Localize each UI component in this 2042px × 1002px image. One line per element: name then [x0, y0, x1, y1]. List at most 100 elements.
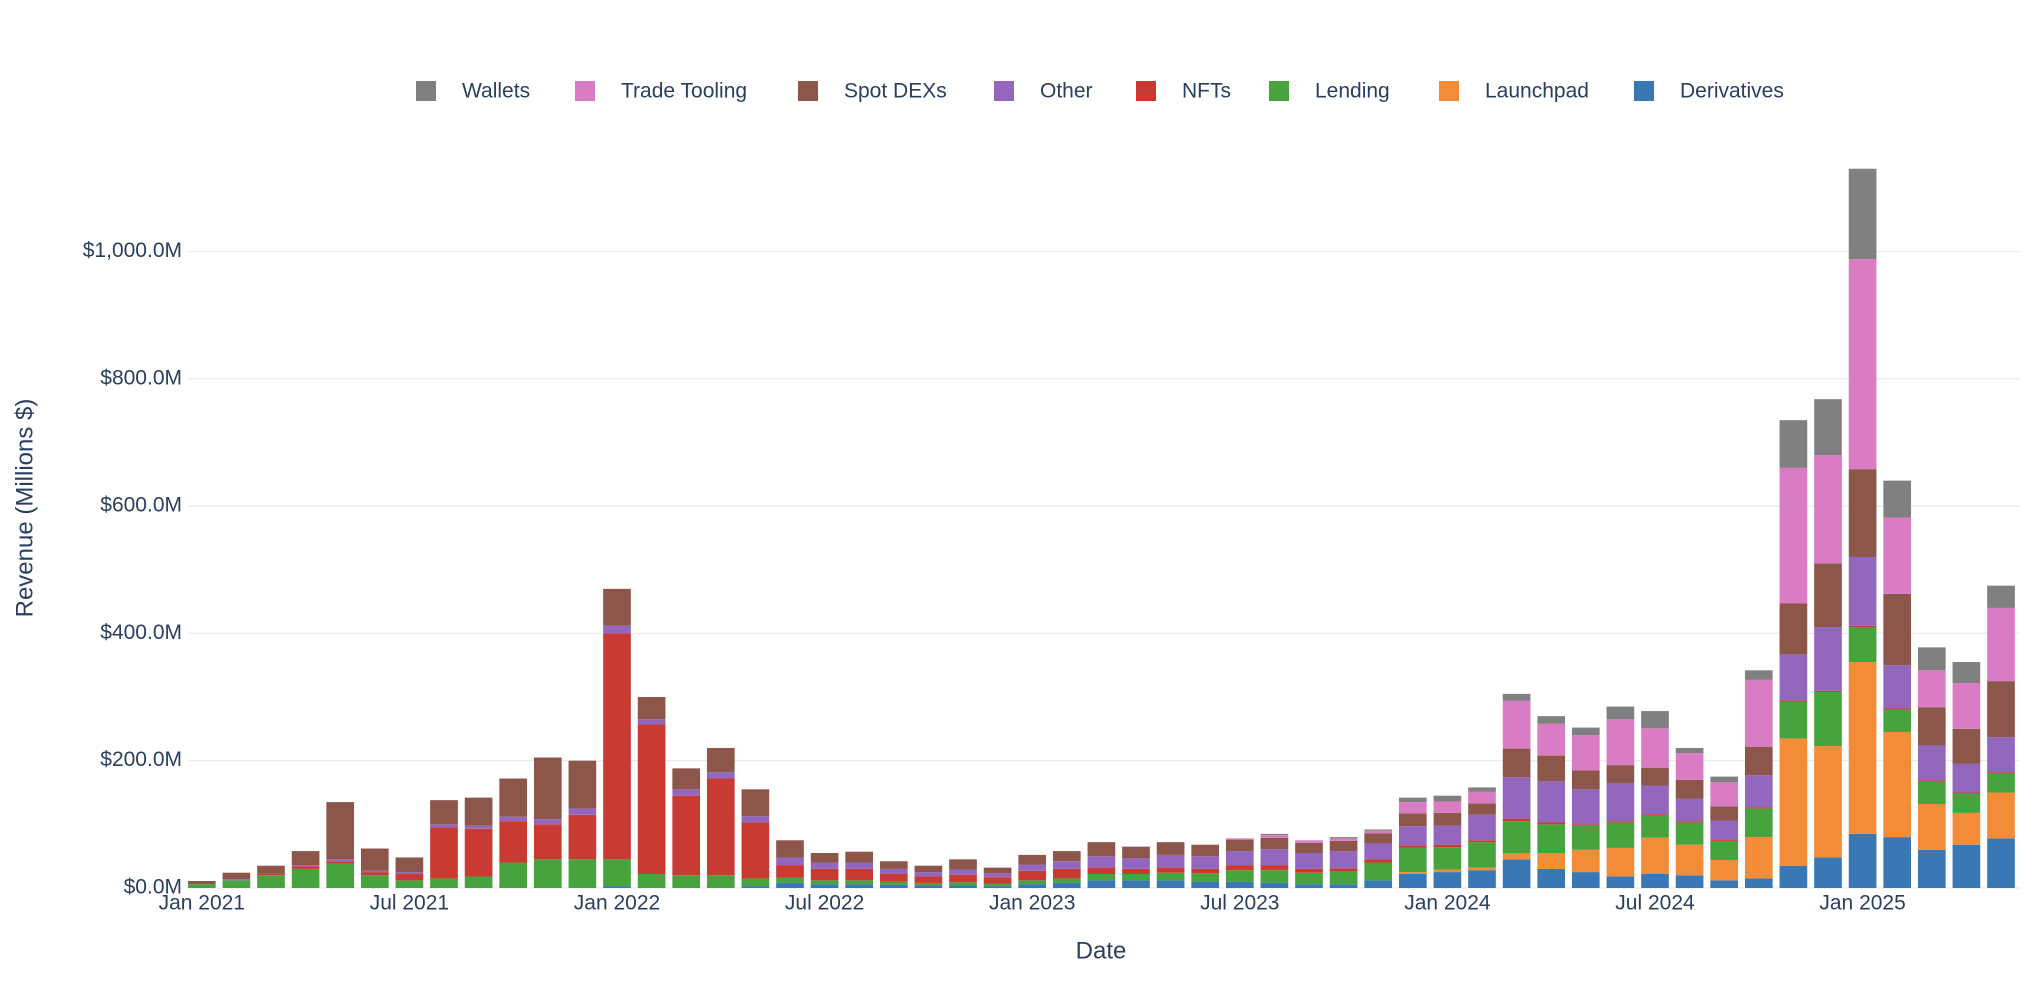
bar-segment: [1952, 763, 1981, 793]
bar-segment: [1571, 872, 1600, 888]
bar-segment: [672, 795, 701, 876]
bar-segment: [1814, 455, 1842, 564]
bar-segment: [326, 861, 355, 864]
bar-segment: [1675, 875, 1704, 888]
bar-segment: [741, 822, 770, 879]
bar-segment: [1675, 822, 1704, 845]
bar-segment: [1018, 880, 1047, 885]
bar-segment: [1398, 813, 1427, 827]
bar-segment: [1122, 873, 1150, 881]
bar-segment: [1779, 603, 1808, 655]
bar-segment: [776, 865, 804, 878]
bar-segment: [1364, 859, 1393, 863]
bar-segment: [499, 778, 528, 817]
bar-segment: [776, 882, 804, 888]
bar-segment: [1225, 838, 1254, 840]
bar-segment: [533, 757, 562, 820]
bar-segment: [1952, 728, 1981, 764]
bar-segment: [1848, 557, 1877, 626]
bar-segment: [1398, 845, 1427, 848]
bar-segment: [603, 588, 631, 626]
bar-segment: [1606, 847, 1635, 877]
bar-segment: [499, 821, 528, 863]
bar-segment: [1398, 797, 1427, 803]
x-tick-label: Jul 2021: [370, 892, 449, 915]
bar-segment: [1087, 842, 1116, 857]
legend-label: Derivatives: [1680, 80, 1784, 103]
x-tick-label: Jan 2024: [1404, 892, 1491, 915]
bar-segment: [257, 865, 285, 874]
bar-segment: [1641, 815, 1669, 838]
bar-segment: [810, 852, 839, 863]
bar-segment: [914, 882, 943, 886]
bar-segment: [1468, 814, 1496, 841]
x-tick-label: Jul 2024: [1615, 892, 1695, 915]
bar-segment: [1468, 787, 1496, 792]
bar-segment: [845, 862, 874, 869]
bar-segment: [1952, 844, 1981, 888]
bar-segment: [1848, 168, 1877, 260]
bar-segment: [1606, 876, 1635, 888]
legend-label: Launchpad: [1485, 80, 1589, 103]
bar-segment: [1987, 838, 2015, 888]
bar-segment: [672, 768, 701, 790]
bar-segment: [983, 877, 1012, 884]
bar-segment: [1571, 727, 1600, 736]
bar-segment: [1814, 399, 1842, 456]
bar-segment: [1295, 852, 1323, 869]
bar-segment: [291, 851, 320, 866]
bar-segment: [430, 824, 458, 828]
bar-segment: [1087, 867, 1116, 874]
bar-segment: [879, 861, 908, 869]
x-tick-label: Jul 2023: [1200, 892, 1279, 915]
bar-segment: [1537, 852, 1566, 869]
legend-label: Trade Tooling: [621, 80, 747, 103]
bar-segment: [1675, 779, 1704, 799]
bar-segment: [464, 828, 493, 877]
bar-segment: [949, 882, 977, 886]
bar-segment: [1502, 748, 1531, 778]
bar-segment: [1018, 884, 1047, 888]
bar-segment: [983, 867, 1012, 874]
bar-segment: [1468, 842, 1496, 868]
bar-segment: [1952, 792, 1981, 794]
bar-segment: [395, 872, 424, 874]
bar-segment: [430, 827, 458, 879]
legend-swatch: [798, 81, 818, 101]
bar-segment: [741, 816, 770, 823]
bar-segment: [1502, 859, 1531, 888]
bar-segment: [568, 808, 597, 815]
bar-segment: [879, 868, 908, 874]
bar-segment: [1571, 825, 1600, 850]
bar-segment: [1710, 776, 1739, 783]
x-axis-title: Date: [1076, 937, 1127, 964]
bar-segment: [499, 816, 528, 822]
bar-segment: [222, 879, 251, 881]
bar-segment: [1018, 864, 1047, 871]
bar-segment: [360, 872, 389, 876]
bar-segment: [1848, 259, 1877, 470]
bar-segment: [672, 875, 701, 888]
bar-segment: [1917, 647, 1946, 671]
bar-segment: [222, 880, 251, 888]
bar-segment: [1260, 865, 1289, 871]
bar-segment: [291, 866, 320, 869]
bar-segment: [1710, 806, 1739, 821]
bar-segment: [1848, 627, 1877, 663]
bar-segment: [1675, 753, 1704, 780]
bar-segment: [1398, 826, 1427, 846]
bar-segment: [1641, 711, 1669, 729]
bar-segment: [741, 878, 770, 887]
bar-segment: [1606, 719, 1635, 766]
bar-segment: [1398, 873, 1427, 888]
legend-swatch: [994, 81, 1014, 101]
bar-segment: [1606, 765, 1635, 783]
bar-segment: [1398, 847, 1427, 873]
bar-segment: [1952, 793, 1981, 813]
legend-label: Other: [1040, 80, 1093, 103]
bar-segment: [1502, 700, 1531, 749]
bar-segment: [1260, 849, 1289, 866]
bar-segment: [1571, 824, 1600, 826]
bar-segment: [1018, 854, 1047, 865]
